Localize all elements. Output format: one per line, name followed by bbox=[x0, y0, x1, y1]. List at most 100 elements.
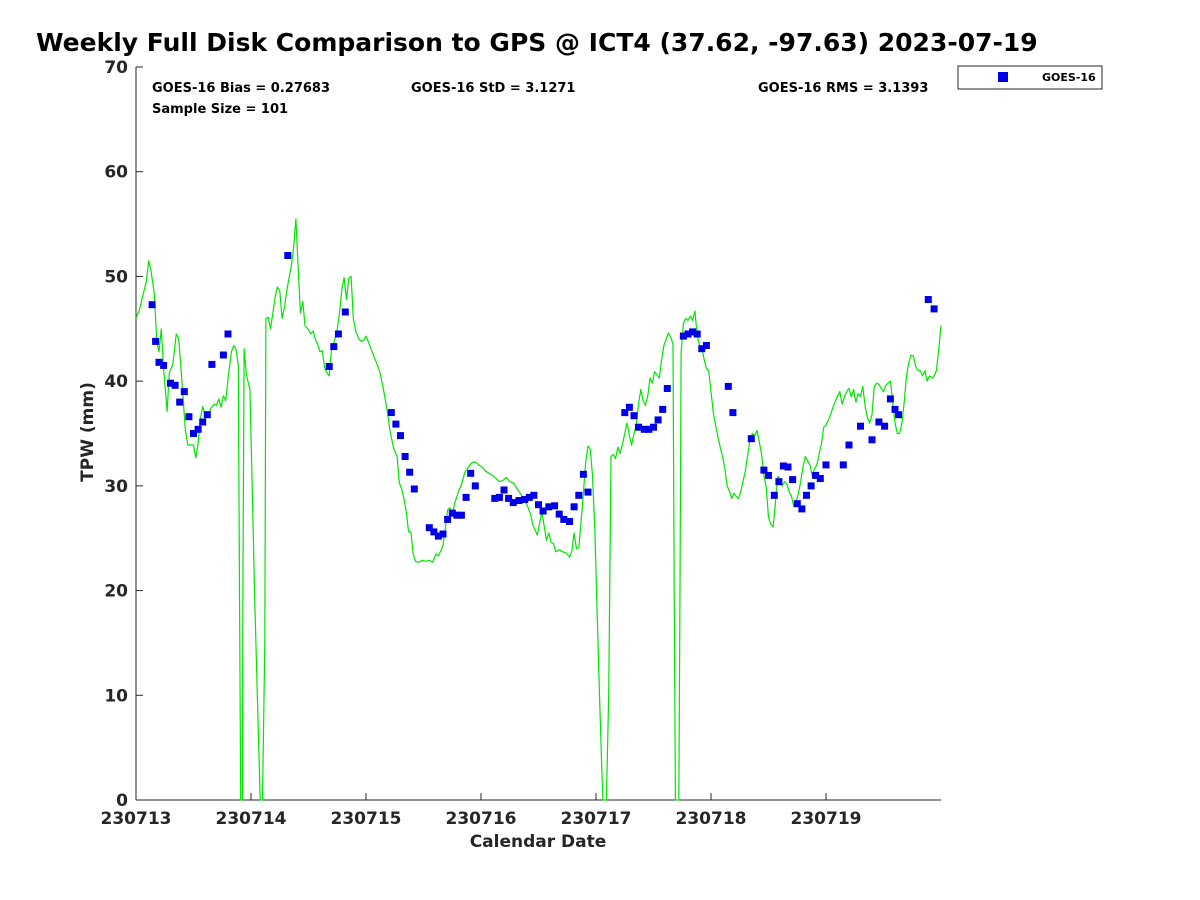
goes16-point bbox=[495, 493, 503, 501]
x-tick-label: 230715 bbox=[331, 809, 402, 829]
goes-points-layer bbox=[148, 252, 938, 540]
gps-line-layer bbox=[135, 218, 942, 801]
goes16-point bbox=[167, 379, 174, 387]
goes16-point bbox=[410, 485, 418, 493]
goes16-point bbox=[457, 511, 465, 519]
x-tick-label: 230713 bbox=[101, 809, 172, 829]
goes16-point bbox=[798, 505, 806, 513]
goes16-point bbox=[334, 330, 342, 338]
goes16-point bbox=[839, 461, 847, 469]
goes16-point bbox=[747, 435, 755, 443]
goes16-point bbox=[793, 500, 801, 508]
goes16-point bbox=[640, 425, 648, 433]
goes16-point bbox=[770, 491, 778, 499]
goes16-point bbox=[521, 496, 529, 503]
goes16-point bbox=[467, 469, 475, 477]
goes16-point bbox=[439, 530, 447, 538]
goes16-point bbox=[180, 388, 188, 396]
goes16-point bbox=[525, 493, 533, 501]
y-tick-label: 70 bbox=[104, 58, 128, 78]
goes16-point bbox=[663, 385, 671, 392]
goes16-point bbox=[185, 413, 193, 421]
rms-stat: GOES-16 RMS = 3.1393 bbox=[758, 81, 928, 96]
std-stat: GOES-16 StD = 3.1271 bbox=[411, 81, 575, 96]
goes16-point bbox=[219, 351, 227, 359]
goes16-point bbox=[509, 499, 517, 507]
goes16-point bbox=[822, 461, 830, 469]
goes16-point bbox=[208, 360, 216, 368]
goes16-point bbox=[924, 296, 932, 303]
gps-series-line bbox=[135, 218, 942, 801]
goes16-point bbox=[816, 475, 824, 482]
goes16-point bbox=[845, 441, 853, 449]
chart-title: Weekly Full Disk Comparison to GPS @ ICT… bbox=[36, 28, 1038, 57]
goes16-point bbox=[895, 411, 902, 419]
goes16-point bbox=[155, 358, 163, 366]
x-axis-title: Calendar Date bbox=[470, 832, 607, 852]
goes16-point bbox=[284, 252, 292, 259]
goes16-point bbox=[392, 420, 400, 428]
goes16-point bbox=[654, 416, 662, 424]
goes16-point bbox=[401, 453, 409, 460]
goes16-point bbox=[579, 470, 587, 478]
x-tick-label: 230719 bbox=[791, 809, 862, 829]
goes16-point bbox=[171, 381, 179, 389]
goes16-point bbox=[807, 482, 815, 490]
goes16-point bbox=[584, 488, 592, 496]
axes: 0 10 20 30 40 50 60 70 230713 230714 230715 230716 2… bbox=[101, 58, 941, 829]
goes16-point bbox=[891, 405, 899, 413]
goes16-point bbox=[152, 337, 160, 345]
goes16-point bbox=[199, 418, 207, 426]
goes16-point bbox=[812, 471, 820, 479]
goes16-point bbox=[689, 328, 697, 336]
goes16-point bbox=[645, 425, 653, 433]
sample-size-stat: Sample Size = 101 bbox=[152, 102, 288, 117]
x-tick-label: 230716 bbox=[446, 809, 517, 829]
goes16-point bbox=[779, 462, 787, 470]
goes16-point bbox=[500, 486, 508, 494]
goes16-point bbox=[491, 494, 499, 502]
goes16-point bbox=[789, 476, 797, 484]
goes16-point bbox=[224, 330, 232, 338]
goes16-point bbox=[635, 423, 642, 431]
goes16-point bbox=[803, 491, 810, 499]
goes16-point bbox=[684, 330, 692, 338]
legend: GOES-16 bbox=[957, 65, 1103, 90]
goes16-point bbox=[462, 493, 470, 501]
goes16-point bbox=[430, 528, 438, 536]
goes16-point bbox=[515, 497, 523, 504]
goes16-point bbox=[434, 532, 442, 540]
goes16-point bbox=[724, 382, 732, 390]
goes16-point bbox=[448, 509, 456, 517]
y-tick-label: 0 bbox=[116, 791, 128, 811]
x-tick-label: 230718 bbox=[676, 809, 747, 829]
goes16-point bbox=[886, 395, 894, 403]
goes16-point bbox=[387, 409, 395, 417]
goes16-point bbox=[330, 343, 338, 351]
goes16-point bbox=[505, 494, 513, 502]
goes16-point bbox=[341, 308, 349, 316]
goes16-point bbox=[625, 403, 633, 411]
goes16-point bbox=[203, 411, 211, 419]
goes16-point bbox=[679, 332, 687, 340]
goes16-point bbox=[555, 510, 563, 518]
goes16-point bbox=[868, 436, 876, 444]
goes16-point bbox=[545, 503, 553, 511]
goes16-point bbox=[702, 342, 710, 349]
goes16-point bbox=[760, 466, 768, 474]
goes16-point bbox=[566, 518, 573, 525]
goes16-point bbox=[160, 361, 168, 369]
goes16-point bbox=[698, 345, 706, 353]
goes16-point bbox=[881, 422, 889, 430]
y-tick-label: 20 bbox=[104, 582, 128, 602]
goes16-point bbox=[570, 503, 578, 511]
x-tick-label: 230714 bbox=[216, 809, 287, 829]
legend-marker-goes16 bbox=[998, 72, 1008, 82]
goes16-point bbox=[775, 478, 783, 486]
goes16-point bbox=[406, 468, 414, 476]
goes16-point bbox=[194, 425, 202, 433]
goes16-point bbox=[765, 471, 772, 479]
goes16-point bbox=[650, 423, 657, 431]
goes16-point bbox=[784, 463, 792, 471]
goes16-point bbox=[875, 418, 883, 426]
